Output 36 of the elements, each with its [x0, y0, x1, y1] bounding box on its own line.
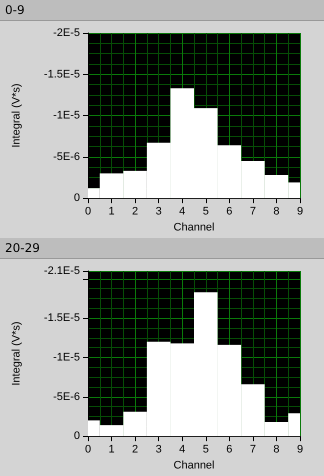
y-tick-label: -2E-5 [53, 27, 80, 39]
y-tick-label: -2.1E-5 [44, 265, 80, 277]
x-tick-label: 3 [156, 444, 162, 456]
x-tick-label: 0 [84, 444, 92, 456]
y-tick-label: -1.5E-5 [44, 68, 80, 80]
x-tick-label: 7 [250, 444, 256, 456]
x-tick-label: 3 [156, 206, 162, 218]
x-axis-title: Channel [174, 460, 214, 472]
y-tick-label: -5E-6 [53, 150, 80, 163]
y-tick-label: -1.5E-5 [44, 312, 80, 324]
x-tick-label: 6 [226, 444, 232, 456]
x-tick-label: 9 [296, 444, 304, 456]
x-tick-label: 5 [202, 444, 209, 456]
x-tick-label: 7 [250, 206, 256, 218]
y-axis-title: Integral (V*s) [10, 83, 22, 148]
x-tick-label: 9 [296, 206, 304, 218]
y-axis-title: Integral (V*s) [10, 321, 22, 386]
chart-title: 20-29 [0, 238, 324, 259]
y-tick-label: -5E-6 [53, 390, 80, 403]
y-tick-label: -1E-5 [53, 110, 80, 122]
y-tick-label: -1E-5 [53, 351, 80, 364]
chart-title: 0-9 [0, 0, 324, 21]
x-axis-title: Channel [174, 222, 214, 234]
x-tick-label: 1 [108, 206, 115, 218]
x-tick-label: 6 [226, 206, 232, 218]
y-tick-label: 0 [74, 430, 80, 442]
x-tick-label: 8 [273, 444, 280, 456]
y-tick-label: 0 [74, 192, 80, 204]
x-tick-label: 2 [132, 444, 138, 456]
x-tick-label: 4 [179, 206, 186, 218]
x-tick-label: 0 [84, 206, 92, 218]
x-tick-label: 1 [108, 444, 115, 456]
x-tick-label: 8 [273, 206, 280, 218]
x-tick-label: 4 [179, 444, 186, 456]
x-tick-label: 5 [202, 206, 209, 218]
x-tick-label: 2 [132, 206, 138, 218]
